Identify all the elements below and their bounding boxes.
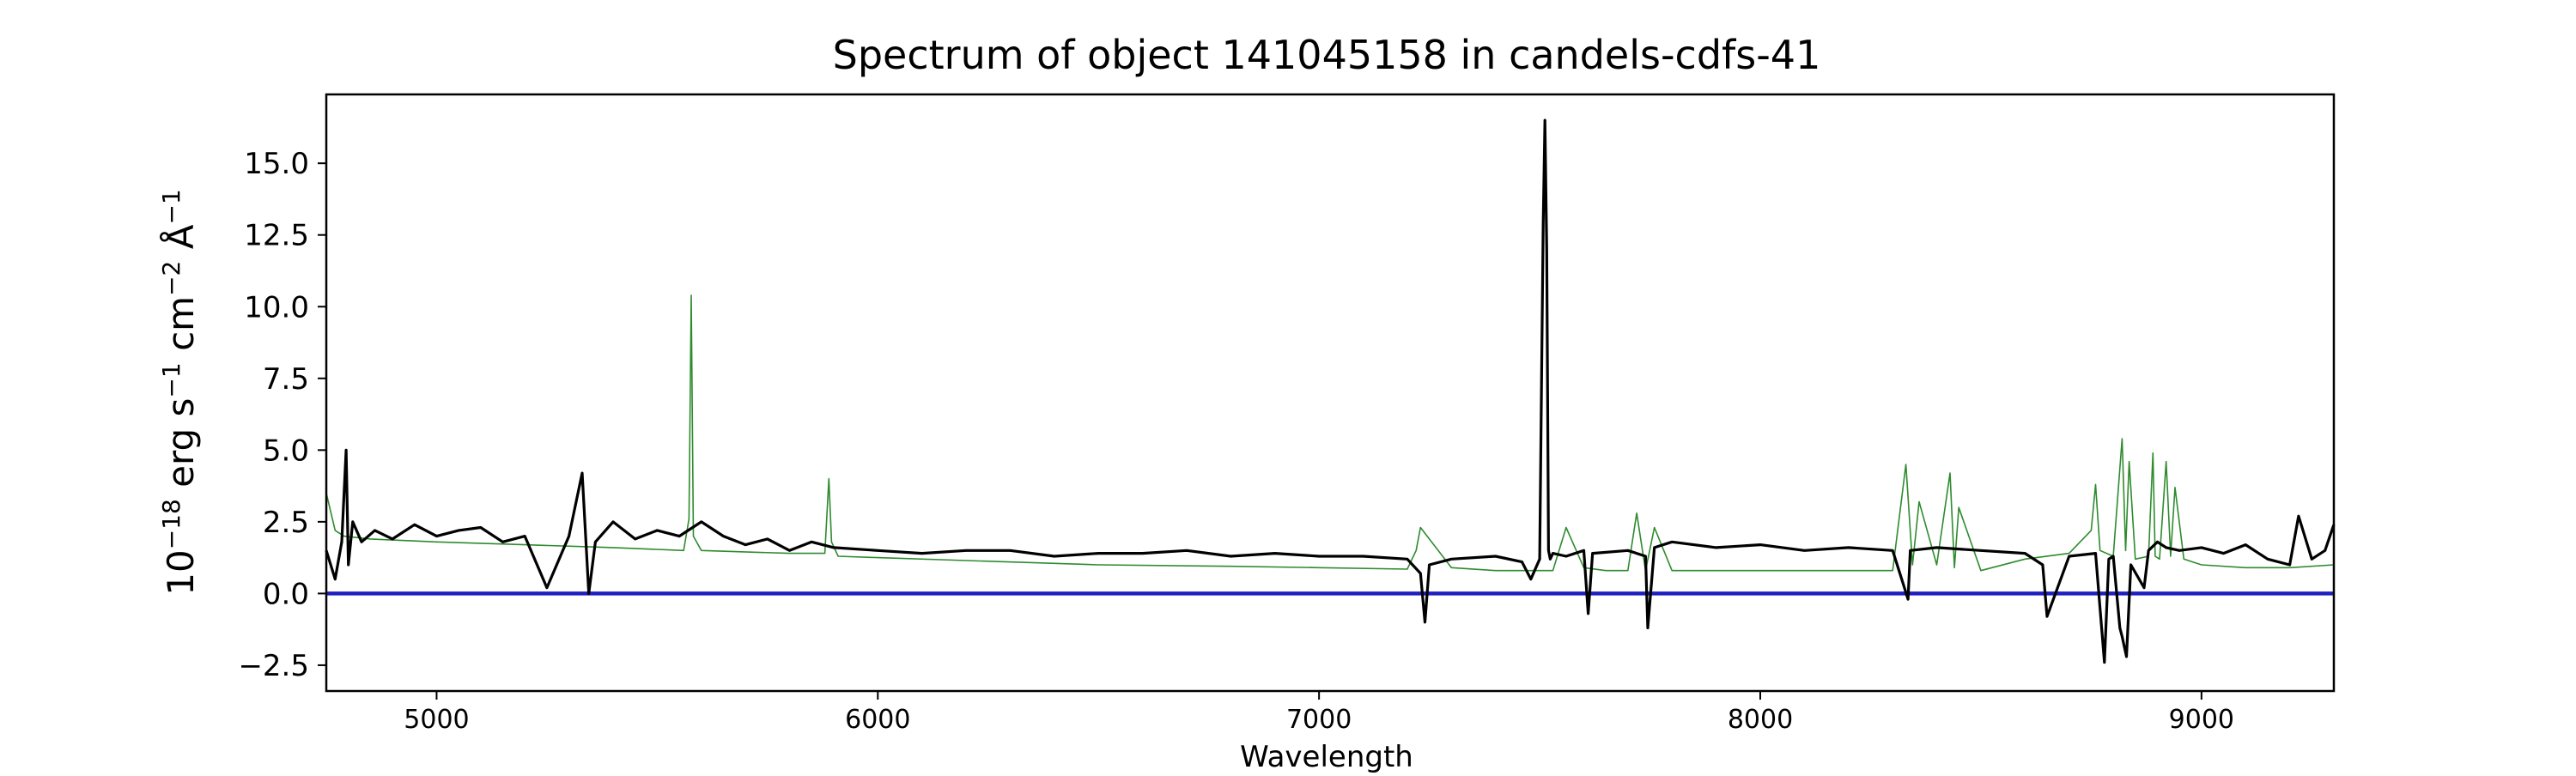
y-axis-ticks: −2.5 0.0 2.5 5.0 7.5 10.0 12.5 15.0 — [238, 147, 326, 683]
x-axis-label: Wavelength — [1240, 740, 1413, 773]
chart-title: Spectrum of object 141045158 in candels-… — [833, 32, 1821, 78]
x-axis-ticks: 5000 6000 7000 8000 9000 — [404, 691, 2234, 735]
y-axis-label: 10−18 erg s−1 cm−2 Å−1 — [157, 189, 202, 595]
series-line-model — [325, 294, 2335, 572]
axes-frame — [325, 93, 2336, 693]
y-tick-label: 12.5 — [244, 219, 309, 253]
y-tick-label: 10.0 — [244, 290, 309, 324]
x-tick-label: 7000 — [1286, 705, 1352, 735]
y-tick-label: 2.5 — [263, 506, 309, 540]
series-layer — [325, 118, 2336, 664]
y-tick-label: 15.0 — [244, 147, 309, 181]
x-tick-label: 6000 — [845, 705, 910, 735]
y-tick-label: −2.5 — [238, 649, 309, 683]
plot-area — [325, 93, 2336, 693]
y-tick-label: 0.0 — [263, 577, 309, 611]
series-line-spectrum — [325, 118, 2336, 664]
x-tick-label: 8000 — [1728, 705, 1793, 735]
y-tick-label: 7.5 — [263, 362, 309, 397]
x-tick-label: 5000 — [404, 705, 469, 735]
y-tick-label: 5.0 — [263, 433, 309, 468]
x-tick-label: 9000 — [2169, 705, 2234, 735]
